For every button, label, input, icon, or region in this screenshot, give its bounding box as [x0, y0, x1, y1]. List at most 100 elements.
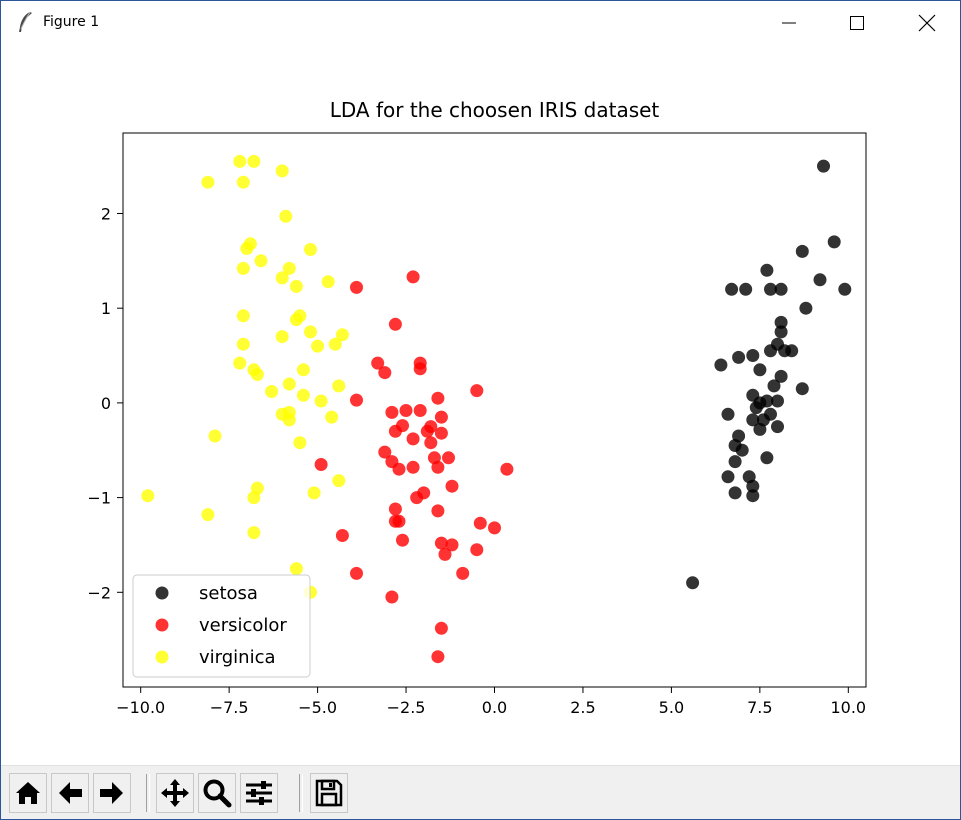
chart-title: LDA for the choosen IRIS dataset [330, 98, 660, 122]
data-point-virginica [279, 209, 293, 223]
data-point-virginica [265, 385, 279, 398]
data-point-versicolor [434, 426, 448, 440]
data-point-versicolor [413, 404, 427, 417]
floppy-disk-icon [315, 779, 343, 807]
data-point-versicolor [314, 458, 328, 471]
home-button[interactable] [9, 773, 47, 813]
close-icon [918, 14, 936, 32]
minimize-icon [782, 22, 796, 24]
data-point-setosa [725, 282, 739, 296]
toolbar-separator [299, 774, 303, 812]
data-point-virginica [236, 175, 250, 189]
back-button[interactable] [51, 773, 89, 813]
data-point-virginica [247, 491, 261, 505]
data-point-virginica [332, 474, 346, 488]
data-point-versicolor [392, 514, 406, 528]
maximize-button[interactable] [834, 1, 880, 45]
data-point-virginica [141, 489, 155, 503]
data-point-setosa [771, 420, 784, 434]
data-point-setosa [760, 451, 774, 465]
data-point-setosa [746, 489, 760, 503]
save-button[interactable] [310, 773, 348, 813]
data-point-virginica [254, 254, 268, 268]
maximize-icon [850, 16, 864, 30]
forward-button[interactable] [93, 773, 131, 813]
data-point-setosa [739, 282, 753, 296]
data-point-versicolor [442, 451, 455, 465]
zoom-button[interactable] [198, 773, 236, 813]
data-point-virginica [208, 429, 222, 443]
data-point-versicolor [445, 479, 459, 493]
data-point-versicolor [385, 405, 399, 419]
data-point-versicolor [445, 538, 459, 552]
data-point-versicolor [473, 516, 487, 530]
data-point-versicolor [350, 566, 363, 580]
minimize-button[interactable] [766, 1, 812, 45]
navigation-toolbar [1, 765, 960, 819]
data-point-setosa [760, 394, 774, 408]
data-point-versicolor [378, 366, 392, 380]
data-point-setosa [746, 349, 760, 362]
legend-marker-virginica [155, 650, 169, 664]
data-point-setosa [686, 576, 700, 590]
x-tick-label: 2.5 [570, 698, 595, 717]
data-point-versicolor [456, 566, 470, 580]
magnifier-icon [203, 779, 232, 808]
data-point-versicolor [431, 391, 445, 405]
data-point-setosa [771, 394, 784, 408]
data-point-setosa [838, 282, 852, 296]
data-point-setosa [746, 413, 760, 427]
data-point-versicolor [406, 432, 420, 446]
data-point-virginica [236, 261, 250, 275]
configure-subplots-button[interactable] [240, 773, 278, 813]
data-point-virginica [233, 356, 247, 370]
data-point-versicolor [399, 404, 413, 417]
x-tick-label: −10.0 [116, 698, 165, 717]
data-point-setosa [774, 282, 788, 296]
pan-button[interactable] [156, 773, 194, 813]
close-button[interactable] [904, 1, 950, 45]
data-point-versicolor [434, 410, 448, 424]
data-point-versicolor [396, 533, 409, 547]
data-point-virginica [201, 508, 215, 522]
x-tick-label: −2.5 [387, 698, 426, 717]
home-icon [16, 782, 40, 804]
data-point-versicolor [350, 280, 363, 294]
data-point-virginica [293, 436, 307, 450]
data-point-versicolor [406, 460, 420, 474]
data-point-setosa [795, 244, 809, 258]
data-point-virginica [335, 328, 349, 342]
data-point-virginica [296, 388, 310, 402]
data-point-virginica [250, 368, 264, 381]
x-tick-label: 7.5 [747, 698, 772, 717]
data-point-versicolor [335, 529, 349, 542]
data-point-versicolor [488, 521, 501, 535]
data-point-virginica [247, 154, 261, 168]
data-point-virginica [304, 243, 317, 256]
data-point-virginica [275, 330, 289, 344]
data-point-setosa [746, 479, 760, 493]
data-point-virginica [321, 275, 335, 289]
data-point-setosa [728, 486, 742, 500]
data-point-setosa [785, 344, 799, 358]
data-point-versicolor [385, 590, 399, 604]
data-point-setosa [799, 301, 813, 315]
data-point-virginica [325, 410, 339, 424]
title-bar[interactable]: Figure 1 [1, 1, 960, 45]
y-tick-label: −1 [87, 489, 111, 508]
figure-canvas[interactable]: LDA for the choosen IRIS dataset −10.0 −7.… [1, 45, 960, 765]
data-point-versicolor [388, 502, 402, 516]
arrow-left-icon [59, 782, 82, 804]
data-point-virginica [289, 279, 303, 293]
data-point-versicolor [406, 270, 420, 284]
legend-label-setosa: setosa [199, 583, 258, 604]
data-point-setosa [728, 455, 742, 469]
data-point-versicolor [420, 424, 434, 438]
data-point-setosa [721, 407, 735, 421]
legend-marker-setosa [155, 586, 169, 600]
data-point-versicolor [438, 547, 452, 561]
data-point-virginica [275, 271, 289, 285]
data-point-virginica [307, 486, 321, 500]
data-point-versicolor [413, 362, 427, 376]
data-point-setosa [753, 363, 767, 377]
